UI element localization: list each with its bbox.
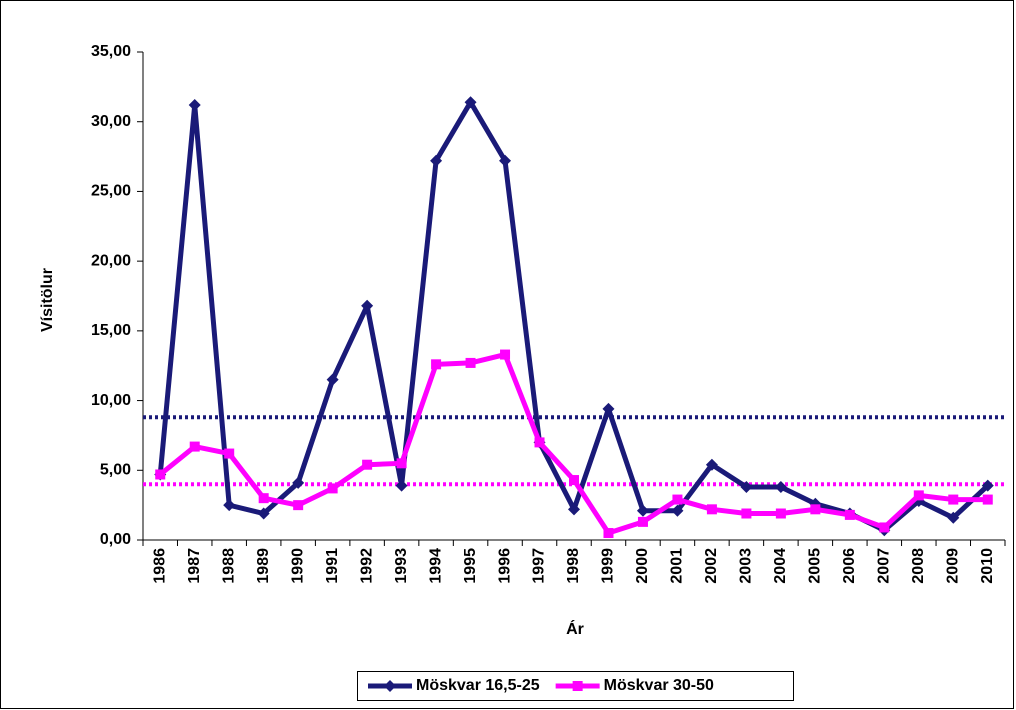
x-tick-label: 1994 (427, 548, 444, 584)
data-point (258, 493, 269, 504)
data-point (981, 479, 994, 492)
data-point (774, 481, 787, 494)
y-tick-label: 0,00 (100, 531, 131, 548)
data-point (465, 357, 476, 368)
legend-label: Möskvar 30-50 (604, 677, 714, 694)
data-point (293, 500, 304, 511)
x-tick-label: 1989 (255, 548, 272, 584)
data-point (947, 511, 960, 524)
x-tick-label: 1993 (393, 548, 410, 584)
x-tick-label: 1995 (462, 548, 479, 584)
data-point (879, 522, 890, 533)
data-point (155, 469, 166, 480)
x-tick-label: 2005 (807, 548, 824, 584)
data-point (706, 504, 717, 515)
y-tick-label: 10,00 (91, 392, 131, 409)
data-point (913, 490, 924, 501)
data-point (775, 508, 786, 519)
x-tick-label: 1986 (151, 548, 168, 584)
x-tick-label: 1990 (289, 548, 306, 584)
data-point (844, 509, 855, 520)
data-point (705, 458, 718, 471)
x-tick-label: 2000 (634, 548, 651, 584)
x-tick-label: 2009 (944, 548, 961, 584)
data-point (257, 507, 270, 520)
data-point (395, 479, 408, 492)
data-point (982, 494, 993, 505)
y-tick-label: 25,00 (91, 183, 131, 200)
legend-marker (384, 680, 396, 692)
x-tick-label: 1999 (600, 548, 617, 584)
legend-marker (572, 681, 583, 691)
data-point (500, 349, 511, 360)
y-tick-label: 5,00 (100, 462, 131, 479)
y-axis-label: Vísitölur (39, 268, 56, 332)
x-tick-label: 2008 (910, 548, 927, 584)
x-axis-label: Ár (566, 619, 584, 638)
x-tick-label: 1996 (496, 548, 513, 584)
data-point (499, 154, 512, 167)
y-tick-label: 20,00 (91, 252, 131, 269)
data-point (741, 508, 752, 519)
data-point (326, 373, 339, 386)
data-point (431, 359, 442, 370)
data-point (602, 402, 615, 415)
x-tick-label: 2004 (772, 548, 789, 584)
data-point (189, 441, 200, 452)
x-tick-label: 2010 (979, 548, 996, 584)
x-tick-label: 1998 (565, 548, 582, 584)
data-point (188, 98, 201, 111)
data-point (464, 96, 477, 109)
data-point (534, 437, 545, 448)
legend: Möskvar 16,5-25 Möskvar 30-50 (357, 671, 794, 701)
data-point (671, 504, 684, 517)
data-point (603, 528, 614, 539)
data-point (810, 504, 821, 515)
y-tick-label: 35,00 (91, 43, 131, 60)
x-tick-label: 2007 (876, 548, 893, 584)
x-tick-label: 1997 (531, 548, 548, 584)
data-point (637, 516, 648, 527)
data-point (569, 475, 579, 486)
data-point (672, 494, 683, 505)
data-point (430, 154, 443, 167)
data-point (362, 459, 373, 470)
data-point (948, 494, 959, 505)
x-tick-label: 1987 (186, 548, 203, 584)
x-tick-label: 1991 (324, 548, 341, 584)
x-tick-label: 1988 (220, 548, 237, 584)
x-tick-label: 1992 (358, 548, 375, 584)
x-tick-label: 2001 (669, 548, 686, 584)
data-point (740, 481, 753, 494)
data-point (292, 476, 305, 489)
x-tick-label: 2002 (703, 548, 720, 584)
legend-label: Möskvar 16,5-25 (416, 677, 540, 694)
y-tick-label: 30,00 (91, 113, 131, 130)
x-tick-label: 2006 (841, 548, 858, 584)
data-point (396, 458, 407, 469)
data-point (223, 499, 236, 512)
data-point (361, 299, 374, 312)
data-point (568, 503, 580, 516)
x-tick-label: 2003 (738, 548, 755, 584)
data-point (327, 483, 338, 494)
data-point (224, 448, 235, 459)
data-point (636, 504, 649, 517)
y-tick-label: 15,00 (91, 322, 131, 339)
